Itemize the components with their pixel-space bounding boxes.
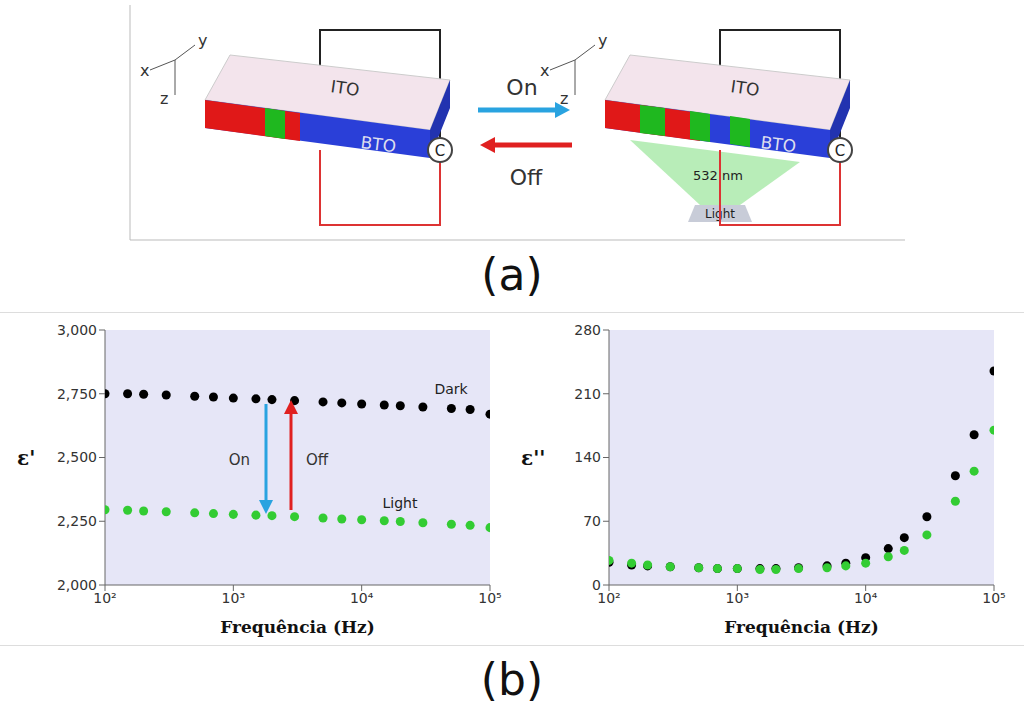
- svg-text:z: z: [160, 89, 168, 108]
- svg-text:10³: 10³: [726, 590, 749, 606]
- svg-text:x: x: [140, 61, 149, 80]
- svg-text:Dark: Dark: [434, 381, 468, 397]
- svg-text:3,000: 3,000: [57, 322, 97, 338]
- svg-text:210: 210: [574, 386, 601, 402]
- svg-text:Frequência (Hz): Frequência (Hz): [724, 617, 879, 637]
- svg-text:BTO: BTO: [760, 132, 798, 156]
- svg-text:y: y: [198, 31, 207, 50]
- svg-text:10⁵: 10⁵: [982, 590, 1005, 606]
- svg-text:280: 280: [574, 322, 601, 338]
- svg-text:On: On: [506, 75, 537, 100]
- svg-text:z: z: [560, 89, 568, 108]
- svg-text:ITO: ITO: [729, 76, 760, 100]
- svg-text:ε'': ε'': [521, 446, 545, 470]
- html-text:(a): (a): [481, 249, 543, 300]
- svg-text:Off: Off: [306, 451, 329, 469]
- svg-text:Frequência (Hz): Frequência (Hz): [220, 617, 375, 637]
- svg-text:10⁴: 10⁴: [854, 590, 878, 606]
- svg-text:y: y: [598, 31, 607, 50]
- svg-text:Light: Light: [383, 495, 418, 511]
- svg-text:Light: Light: [705, 207, 735, 221]
- svg-text:C: C: [435, 142, 445, 160]
- svg-text:10⁵: 10⁵: [478, 590, 501, 606]
- svg-text:70: 70: [583, 513, 601, 529]
- svg-text:2,500: 2,500: [57, 449, 97, 465]
- svg-text:ε': ε': [17, 446, 35, 470]
- svg-text:10²: 10²: [597, 589, 621, 606]
- svg-text:On: On: [229, 451, 250, 469]
- svg-text:Off: Off: [510, 165, 543, 190]
- svg-text:x: x: [540, 61, 549, 80]
- svg-text:BTO: BTO: [360, 132, 398, 156]
- svg-text:2,250: 2,250: [57, 513, 97, 529]
- svg-text:10⁴: 10⁴: [350, 590, 374, 606]
- svg-text:0: 0: [592, 577, 601, 593]
- svg-text:532 nm: 532 nm: [693, 168, 743, 183]
- svg-text:2,000: 2,000: [57, 577, 97, 593]
- html-text:(b): (b): [480, 654, 544, 705]
- svg-text:10³: 10³: [222, 590, 245, 606]
- svg-text:2,750: 2,750: [57, 386, 97, 402]
- svg-text:10²: 10²: [93, 589, 117, 606]
- svg-text:ITO: ITO: [329, 76, 360, 100]
- svg-text:C: C: [835, 142, 845, 160]
- svg-text:140: 140: [574, 449, 601, 465]
